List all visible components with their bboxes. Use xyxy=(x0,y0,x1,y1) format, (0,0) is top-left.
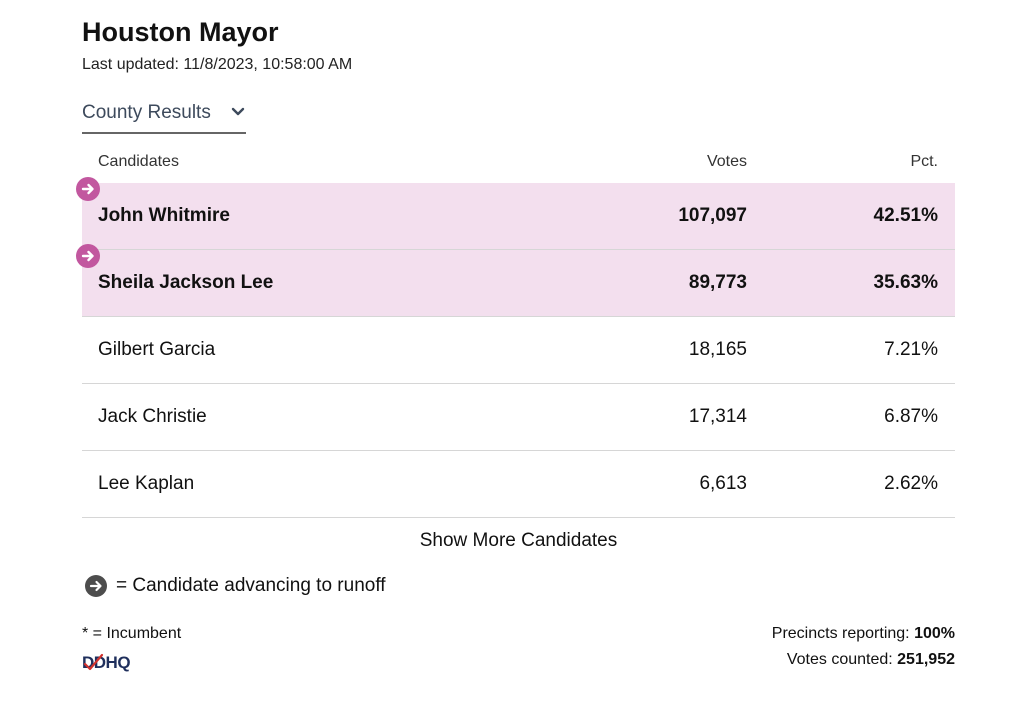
svg-text:DDHQ: DDHQ xyxy=(82,653,130,672)
candidate-votes: 6,613 xyxy=(699,473,747,494)
candidate-pct: 6.87% xyxy=(884,406,938,427)
table-row: Jack Christie 17,314 6.87% xyxy=(82,384,955,451)
votes-counted-label: Votes counted: xyxy=(786,651,893,668)
table-body: John Whitmire 107,097 42.51% Sheila Jackson… xyxy=(76,177,955,518)
legend-text: = Candidate advancing to runoff xyxy=(116,575,386,596)
table-row: Gilbert Garcia 18,165 7.21% xyxy=(82,317,955,384)
candidate-votes: 17,314 xyxy=(688,406,747,427)
header-candidates: Candidates xyxy=(98,153,179,170)
candidate-pct: 35.63% xyxy=(873,272,938,293)
table-row: Sheila Jackson Lee 89,773 35.63% xyxy=(76,244,955,317)
candidate-name: Gilbert Garcia xyxy=(98,339,216,360)
candidate-votes: 89,773 xyxy=(688,272,747,293)
ddhq-logo: DDHQ xyxy=(82,653,131,672)
votes-counted-value: 251,952 xyxy=(897,651,955,668)
results-widget: Houston Mayor Last updated: 11/8/2023, 1… xyxy=(76,0,955,716)
header-votes: Votes xyxy=(706,153,747,170)
incumbent-note: * = Incumbent xyxy=(82,625,182,642)
votes-counted: Votes counted: 251,952 xyxy=(787,651,955,669)
candidate-pct: 7.21% xyxy=(884,339,938,360)
page-title: Houston Mayor xyxy=(82,17,279,47)
candidate-name: John Whitmire xyxy=(98,205,230,226)
candidate-name: Jack Christie xyxy=(98,406,207,427)
results-table: Candidates Votes Pct. John Whitmire 107,0… xyxy=(76,142,955,518)
candidate-pct: 2.62% xyxy=(884,473,938,494)
arrow-right-circle-icon xyxy=(76,244,100,268)
last-updated: Last updated: 11/8/2023, 10:58:00 AM xyxy=(82,56,353,73)
precincts-label: Precincts reporting: xyxy=(771,625,910,642)
chevron-down-icon xyxy=(231,107,245,116)
dropdown-selected-label: County Results xyxy=(82,102,211,123)
candidate-votes: 107,097 xyxy=(678,205,747,226)
candidate-pct: 42.51% xyxy=(873,205,938,226)
arrow-right-circle-icon xyxy=(76,177,100,201)
header-pct: Pct. xyxy=(910,153,938,170)
show-more-candidates-button[interactable]: Show More Candidates xyxy=(419,530,618,551)
candidate-name: Sheila Jackson Lee xyxy=(98,272,274,293)
results-level-dropdown[interactable]: County Results xyxy=(82,100,246,134)
precincts-value: 100% xyxy=(914,625,955,642)
precincts-reporting: Precincts reporting: 100% xyxy=(772,625,955,643)
candidate-name: Lee Kaplan xyxy=(98,473,195,494)
table-row: John Whitmire 107,097 42.51% xyxy=(76,177,955,250)
table-header: Candidates Votes Pct. xyxy=(82,142,955,183)
arrow-right-circle-icon xyxy=(85,575,107,597)
candidate-votes: 18,165 xyxy=(688,339,747,360)
table-row: Lee Kaplan 6,613 2.62% xyxy=(82,451,955,518)
